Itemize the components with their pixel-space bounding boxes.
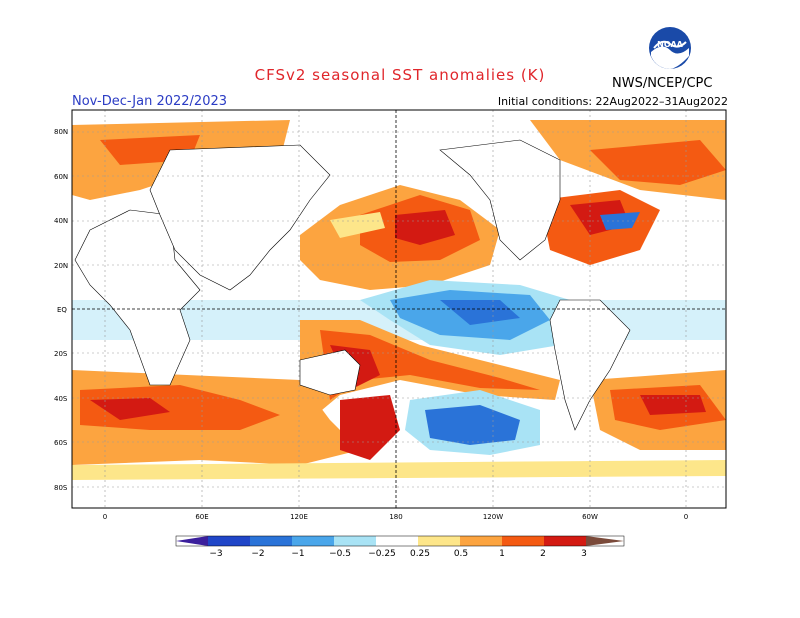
colorbar-label: −1 — [291, 549, 304, 559]
colorbar-label: 0.25 — [410, 549, 430, 559]
colorbar-segment — [250, 536, 292, 546]
lon-label: 180 — [389, 513, 402, 521]
lon-label: 0 — [684, 513, 688, 521]
lat-label: 60S — [54, 439, 68, 447]
colorbar-segment — [208, 536, 250, 546]
chart-title: CFSv2 seasonal SST anomalies (K) — [254, 66, 546, 84]
lon-label: 0 — [103, 513, 107, 521]
lat-label: 60N — [54, 173, 68, 181]
lon-label: 120E — [290, 513, 308, 521]
lon-label: 60W — [582, 513, 598, 521]
colorbar-segment — [544, 536, 586, 546]
colorbar-segment — [460, 536, 502, 546]
colorbar-label: 2 — [540, 549, 546, 559]
initial-conditions: Initial conditions: 22Aug2022–31Aug2022 — [497, 95, 728, 108]
colorbar-segment — [418, 536, 460, 546]
colorbar-label: −0.5 — [329, 549, 351, 559]
colorbar-label: −3 — [209, 549, 222, 559]
logo-text: NOAA — [657, 40, 683, 49]
noaa-logo-icon: NOAA — [648, 26, 692, 70]
lat-label: 40N — [54, 217, 68, 225]
lat-label: 80S — [54, 484, 68, 492]
colorbar-segment — [334, 536, 376, 546]
lon-label: 120W — [483, 513, 503, 521]
colorbar-label: 1 — [499, 549, 505, 559]
map-field — [72, 110, 726, 508]
map-frame — [71, 109, 727, 509]
colorbar-label: −2 — [251, 549, 264, 559]
colorbar-segment — [292, 536, 334, 546]
lon-label: 60E — [195, 513, 208, 521]
colorbar: −3 −2 −1 −0.5 −0.25 0.25 0.5 1 2 3 — [175, 535, 625, 559]
colorbar-segment — [176, 536, 208, 546]
lat-label: 40S — [54, 395, 68, 403]
colorbar-label: 3 — [581, 549, 587, 559]
forecast-period: Nov-Dec-Jan 2022/2023 — [72, 94, 228, 109]
lat-label: EQ — [57, 306, 67, 314]
colorbar-segment — [376, 536, 418, 546]
lat-label: 20S — [54, 350, 68, 358]
lat-label: 80N — [54, 128, 68, 136]
colorbar-label: 0.5 — [454, 549, 468, 559]
lat-label: 20N — [54, 262, 68, 270]
agency-label: NWS/NCEP/CPC — [612, 76, 713, 91]
colorbar-outline — [175, 535, 625, 547]
colorbar-label: −0.25 — [368, 549, 396, 559]
grid-lines — [72, 110, 726, 508]
colorbar-segment — [586, 536, 624, 546]
colorbar-segment — [502, 536, 544, 546]
